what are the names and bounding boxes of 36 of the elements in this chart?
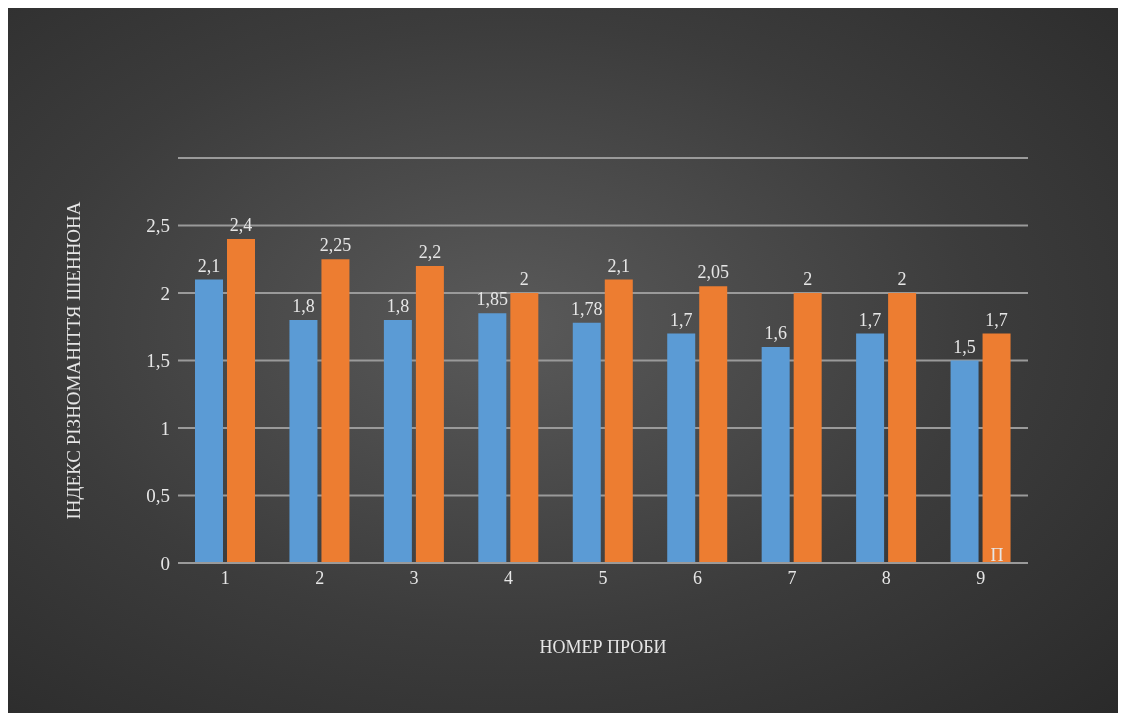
data-label: 1,6 bbox=[764, 323, 787, 343]
x-tick-label: 2 bbox=[315, 567, 325, 588]
y-tick-label: 1 bbox=[160, 417, 170, 439]
y-tick-label: 0,5 bbox=[146, 485, 170, 507]
x-tick-label: 3 bbox=[409, 567, 419, 588]
data-label: 1,8 bbox=[292, 296, 315, 316]
data-label: 1,8 bbox=[386, 296, 410, 316]
data-label: 2 bbox=[803, 269, 813, 289]
data-label: 2 bbox=[519, 269, 529, 289]
x-tick-label: 5 bbox=[598, 567, 608, 588]
data-label: 1,7 bbox=[985, 309, 1008, 330]
data-label: 2,1 bbox=[197, 255, 221, 276]
y-axis-title: ІНДЕКС РІЗНОМАНІТТЯ ШЕННОНА bbox=[62, 201, 84, 520]
x-tick-label: 8 bbox=[881, 567, 891, 588]
data-label: 1,7 bbox=[858, 309, 882, 330]
y-tick-label: 0 bbox=[160, 552, 170, 574]
data-label: 2,4 bbox=[229, 215, 253, 235]
x-tick-label: 7 bbox=[787, 567, 797, 588]
x-tick-label: 6 bbox=[692, 567, 702, 588]
data-label: 1,78 bbox=[571, 298, 603, 319]
x-axis-title: НОМЕР ПРОБИ bbox=[539, 637, 667, 657]
y-tick-label: 2 bbox=[160, 282, 170, 304]
data-label: 1,85 bbox=[476, 289, 509, 310]
data-label: 2,1 bbox=[607, 255, 631, 276]
data-label: 2,25 bbox=[319, 235, 352, 256]
data-label: 2 bbox=[897, 269, 907, 289]
y-tick-label: 2,5 bbox=[146, 215, 170, 237]
x-tick-label: 1 bbox=[220, 567, 230, 588]
series-label: П bbox=[990, 545, 1004, 565]
data-label: 2,05 bbox=[697, 262, 729, 283]
data-label: 2,2 bbox=[418, 242, 442, 262]
x-tick-label: 4 bbox=[504, 567, 514, 588]
data-label: 1,7 bbox=[669, 309, 693, 330]
data-label: 1,5 bbox=[953, 336, 976, 357]
y-tick-label: 1,5 bbox=[146, 350, 170, 372]
x-tick-label: 9 bbox=[976, 567, 986, 588]
